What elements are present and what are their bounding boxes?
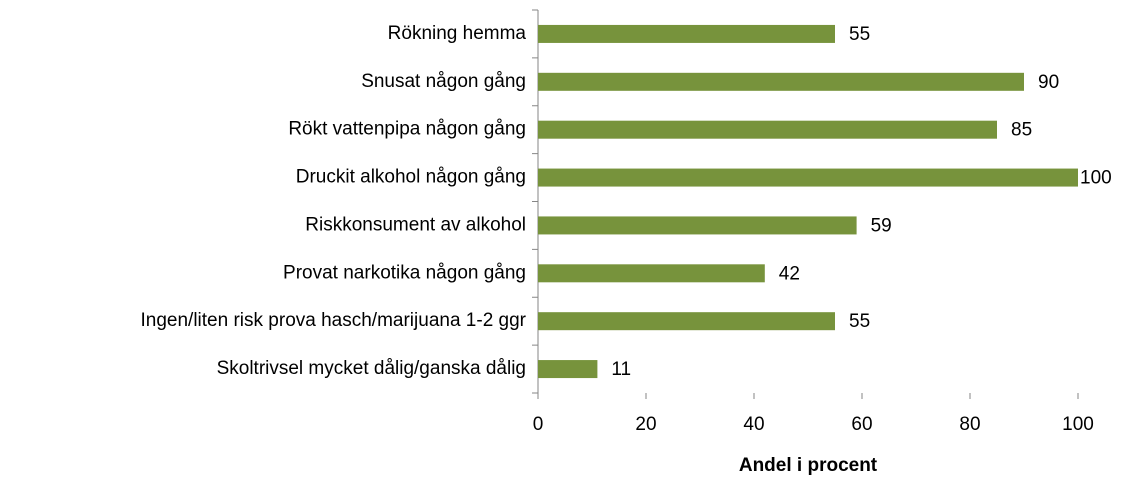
x-tick-label: 40 [743,414,764,435]
y-tick-label: Rökt vattenpipa någon gång [288,119,526,140]
value-label: 42 [779,263,800,284]
bar [538,312,835,331]
bar [538,120,997,139]
bar [538,360,598,379]
bar [538,24,835,43]
x-tick-label: 100 [1062,414,1094,435]
y-tick-label: Riskkonsument av alkohol [305,214,526,235]
x-tick-label: 80 [959,414,980,435]
bar [538,264,765,283]
y-tick-label: Provat narkotika någon gång [283,262,526,283]
y-tick-label: Ingen/liten risk prova hasch/marijuana 1… [141,310,527,331]
x-tick-label: 20 [635,414,656,435]
y-tick-label: Druckit alkohol någon gång [296,167,526,188]
value-label: 55 [849,24,870,45]
y-tick-label: Rökning hemma [388,23,527,44]
value-label: 55 [849,311,870,332]
x-tick-label: 60 [851,414,872,435]
bar [538,216,857,235]
value-label: 100 [1080,168,1112,189]
x-axis-title: Andel i procent [739,455,878,476]
value-label: 11 [611,359,631,380]
y-tick-label: Snusat någon gång [361,71,526,92]
bar [538,72,1024,91]
bar [538,168,1078,187]
value-label: 90 [1038,72,1059,93]
x-tick-label: 0 [533,414,544,435]
y-tick-label: Skoltrivsel mycket dålig/ganska dålig [217,358,526,379]
value-label: 85 [1011,120,1032,141]
value-label: 59 [871,215,892,236]
